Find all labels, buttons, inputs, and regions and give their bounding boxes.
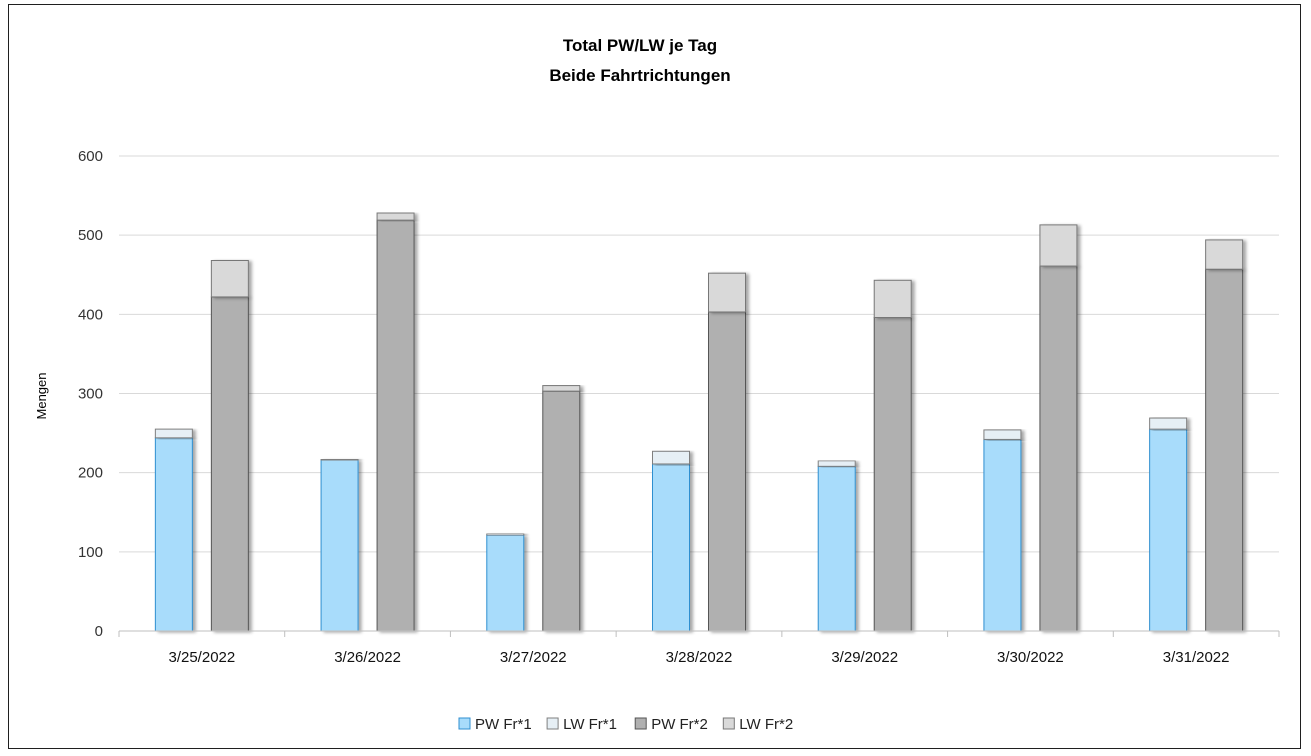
bars xyxy=(154,212,1244,632)
x-tick-label: 3/26/2022 xyxy=(334,649,401,666)
bar-lw-fr-1-2 xyxy=(486,533,525,536)
bar-pw-fr-1-3 xyxy=(652,463,690,632)
x-tick-label: 3/25/2022 xyxy=(168,649,235,666)
bar-lw-fr-1-6 xyxy=(1149,417,1188,430)
bar-lw-fr-1-0 xyxy=(154,428,193,439)
y-tick-label: 300 xyxy=(78,386,103,403)
bar-pw-fr-2-6 xyxy=(1205,268,1244,632)
bar-lw-fr-2-0 xyxy=(210,260,249,298)
chart-title: Total PW/LW je Tag xyxy=(563,36,717,55)
bar-lw-fr-2-4 xyxy=(873,279,912,318)
y-axis-label: Mengen xyxy=(34,373,49,420)
bar-pw-fr-1-6 xyxy=(1149,428,1188,632)
legend-label: LW Fr*2 xyxy=(739,716,793,733)
x-axis-labels: 3/25/2022 3/26/2022 3/27/2022 3/28/2022 3/29… xyxy=(168,649,1229,666)
y-tick-label: 600 xyxy=(78,148,103,165)
bar-pw-fr-1-1 xyxy=(320,459,359,632)
y-tick-label: 100 xyxy=(78,544,103,561)
x-tick-label: 3/29/2022 xyxy=(831,649,898,666)
x-tick-label: 3/27/2022 xyxy=(500,649,567,666)
x-tick-label: 3/28/2022 xyxy=(666,649,733,666)
chart-area: Total PW/LW je Tag Beide Fahrtrichtungen… xyxy=(8,4,1301,749)
bar-pw-fr-2-1 xyxy=(376,219,415,632)
bar-lw-fr-2-3 xyxy=(708,272,746,313)
x-tick-label: 3/31/2022 xyxy=(1163,649,1230,666)
chart-subtitle: Beide Fahrtrichtungen xyxy=(549,66,730,85)
legend-label: PW Fr*1 xyxy=(475,716,532,733)
bar-lw-fr-2-2 xyxy=(542,385,581,392)
bar-pw-fr-1-2 xyxy=(486,534,525,632)
bar-lw-fr-1-4 xyxy=(817,460,856,467)
x-axis xyxy=(118,630,1280,637)
bar-lw-fr-2-6 xyxy=(1205,239,1244,270)
legend-swatch xyxy=(458,717,471,730)
bar-pw-fr-2-3 xyxy=(708,311,746,632)
legend-swatch xyxy=(722,717,735,730)
bar-lw-fr-1-3 xyxy=(652,450,690,465)
bar-lw-fr-1-1 xyxy=(320,458,359,461)
y-axis-ticks: 0 100 200 300 400 500 600 xyxy=(78,148,103,640)
bar-pw-fr-1-0 xyxy=(154,437,193,632)
bar-pw-fr-1-4 xyxy=(817,465,856,632)
legend-swatch xyxy=(546,717,559,730)
chart-svg: Total PW/LW je Tag Beide Fahrtrichtungen… xyxy=(34,36,1280,733)
legend-label: PW Fr*2 xyxy=(651,716,708,733)
bar-pw-fr-1-5 xyxy=(983,438,1022,632)
bar-lw-fr-2-1 xyxy=(376,212,415,221)
legend-swatch xyxy=(634,717,647,730)
y-tick-label: 400 xyxy=(78,306,103,323)
legend-label: LW Fr*1 xyxy=(563,716,617,733)
bar-pw-fr-2-4 xyxy=(873,317,912,632)
x-tick-label: 3/30/2022 xyxy=(997,649,1064,666)
y-tick-label: 200 xyxy=(78,465,103,482)
gridlines xyxy=(119,155,1279,553)
bar-lw-fr-1-5 xyxy=(983,429,1022,440)
bar-pw-fr-2-2 xyxy=(542,390,581,632)
bar-pw-fr-2-5 xyxy=(1039,265,1078,632)
bar-pw-fr-2-0 xyxy=(210,296,249,632)
y-tick-label: 0 xyxy=(95,623,103,640)
y-tick-label: 500 xyxy=(78,227,103,244)
legend: PW Fr*1 LW Fr*1 PW Fr*2 LW Fr*2 xyxy=(458,716,793,733)
bar-lw-fr-2-5 xyxy=(1039,224,1078,267)
